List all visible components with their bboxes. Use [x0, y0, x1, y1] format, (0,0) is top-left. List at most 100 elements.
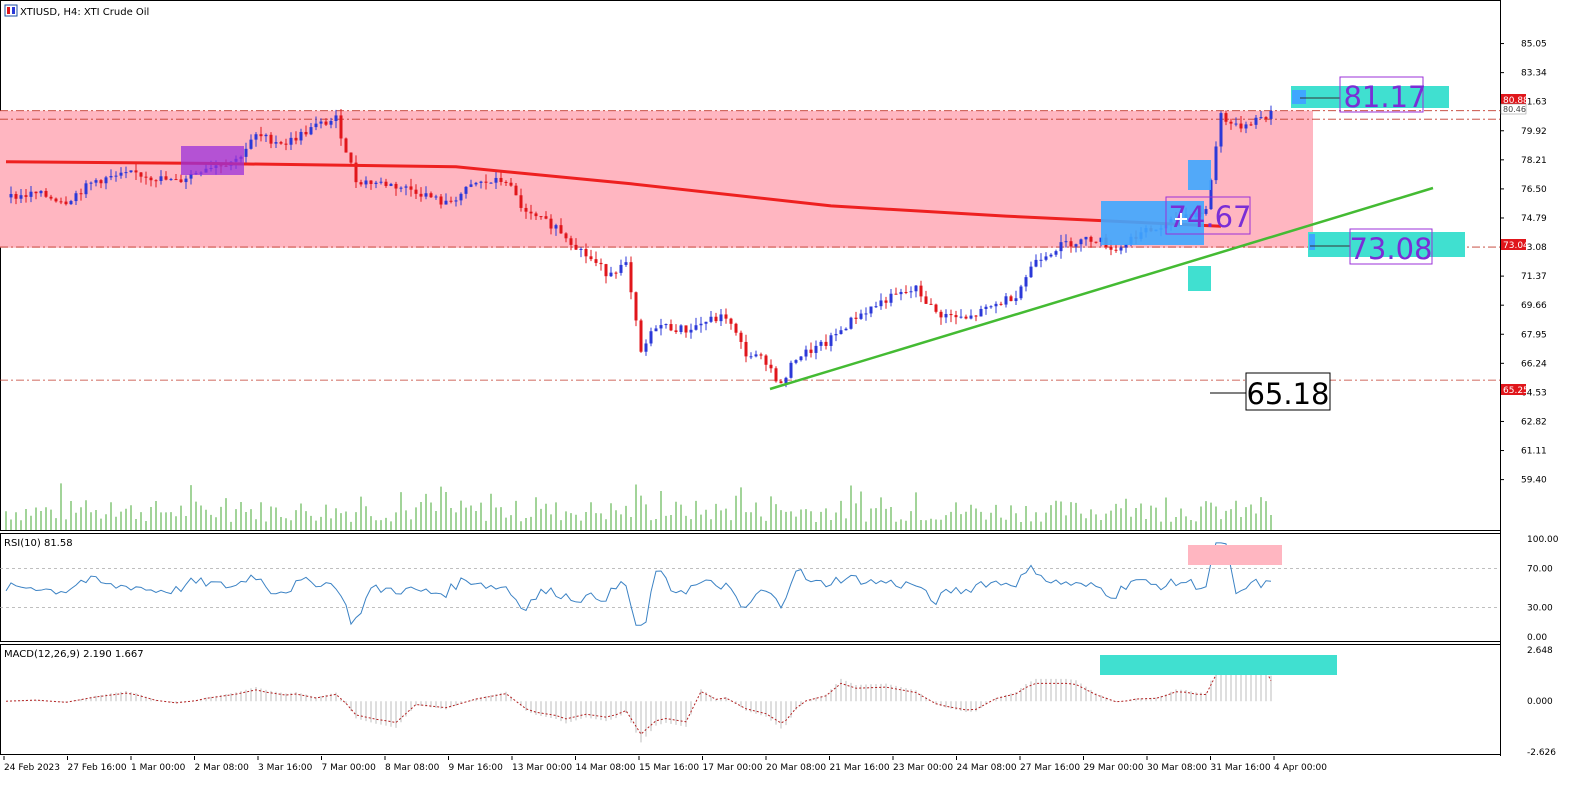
time-tick-label: 17 Mar 00:00	[703, 763, 763, 773]
candle-body	[739, 332, 743, 342]
candle-body	[589, 256, 593, 260]
candle-body	[569, 238, 573, 245]
candle-body	[594, 259, 598, 263]
candle-body	[924, 296, 928, 304]
candle-body	[324, 121, 328, 125]
label-box-73	[1349, 228, 1433, 265]
candle-body	[879, 300, 883, 307]
candle-body	[519, 195, 523, 208]
candle-body	[349, 152, 353, 163]
macd-signal-line	[5, 664, 1272, 735]
candle-body	[354, 162, 358, 183]
candle-body	[1239, 123, 1243, 129]
label-81: 81.17	[1343, 80, 1426, 114]
macd-tick-label: -2.626	[1527, 748, 1556, 758]
candle-body	[954, 315, 958, 318]
crosshair-icon[interactable]	[1175, 213, 1187, 225]
candle-body	[169, 179, 173, 181]
blue-small-box-top	[1188, 160, 1211, 190]
candle-body	[514, 185, 518, 196]
chart-menu-icon-bar2	[12, 7, 15, 14]
chart-menu-icon[interactable]	[4, 4, 18, 17]
candle-body	[54, 198, 58, 202]
candle-body	[984, 306, 988, 309]
rsi-tick-label: 0.00	[1527, 633, 1547, 643]
current-price-tag	[1501, 94, 1526, 105]
candle-body	[1234, 123, 1238, 125]
price-tick-label: 76.50	[1521, 185, 1547, 195]
price-tick-label: 83.34	[1521, 69, 1547, 79]
rsi-highlight-box	[1188, 545, 1282, 565]
candle-body	[714, 316, 718, 322]
candle-body	[684, 325, 688, 333]
candle-body	[524, 207, 528, 212]
candle-body	[434, 196, 438, 198]
candle-body	[969, 315, 973, 319]
candle-body	[1094, 241, 1098, 243]
time-tick-label: 20 Mar 08:00	[766, 763, 826, 773]
candle-body	[774, 368, 778, 382]
candle-body	[669, 324, 673, 331]
candle-body	[439, 196, 443, 205]
candle-body	[529, 211, 533, 214]
candle-body	[79, 193, 83, 195]
candle-body	[549, 218, 553, 229]
candle-body	[1069, 241, 1073, 247]
candle-body	[474, 182, 478, 185]
candle-body	[249, 139, 253, 149]
cyan-box-81	[1291, 86, 1449, 108]
time-tick-label: 15 Mar 16:00	[639, 763, 699, 773]
candle-body	[444, 200, 448, 205]
price-tick-label: 67.95	[1521, 330, 1547, 340]
chart-menu-icon-bar1	[7, 7, 10, 14]
candle-body	[1039, 259, 1043, 261]
candle-body	[99, 180, 103, 184]
candle-body	[819, 341, 823, 346]
price-tick-label: 61.11	[1521, 447, 1547, 457]
trendline[interactable]	[769, 186, 1434, 391]
candle-body	[1059, 242, 1063, 252]
time-tick-label: 7 Mar 00:00	[322, 763, 377, 773]
candle-body	[784, 377, 788, 384]
candle-body	[1029, 266, 1033, 278]
time-tick-label: 8 Mar 08:00	[385, 763, 440, 773]
candle-body	[259, 134, 263, 137]
candle-body	[534, 213, 538, 217]
candle-body	[769, 364, 773, 369]
rsi-axis: 100.00 70.00 30.00 0.00	[1527, 535, 1559, 643]
candle-body	[734, 323, 738, 333]
candle-body	[504, 181, 508, 183]
price-axis: 85.05 83.34 81.63 79.92 78.21 76.50 74.79 73.08…	[1500, 40, 1547, 486]
candle-body	[1044, 256, 1048, 260]
candle-body	[559, 225, 563, 234]
candle-body	[484, 181, 488, 183]
price-tick-label: 69.66	[1521, 301, 1547, 311]
candle-body	[814, 345, 818, 353]
candle-body	[679, 325, 683, 333]
candle-body	[184, 178, 188, 183]
main-pane-border	[0, 0, 1501, 531]
candle-body	[1054, 251, 1058, 255]
candle-body	[299, 131, 303, 141]
candle-body	[359, 182, 363, 185]
candle-body	[384, 181, 388, 186]
candle-body	[754, 354, 758, 357]
candle-body	[994, 303, 998, 307]
rsi-tick-label: 70.00	[1527, 564, 1553, 574]
blue-marker-73	[1309, 234, 1315, 250]
candle-body	[694, 325, 698, 330]
candle-body	[389, 183, 393, 186]
candle-body	[999, 303, 1003, 305]
candle-body	[364, 180, 368, 185]
blue-zone-box	[1101, 201, 1204, 245]
candle-body	[939, 311, 943, 318]
candle-body	[314, 123, 318, 128]
candle-body	[1079, 239, 1083, 245]
candle-body	[894, 293, 898, 295]
price-tick-label: 85.05	[1521, 40, 1547, 50]
macd-layer	[5, 655, 1272, 743]
candle-body	[89, 182, 93, 184]
candle-body	[14, 194, 18, 199]
candle-body	[1084, 236, 1088, 240]
